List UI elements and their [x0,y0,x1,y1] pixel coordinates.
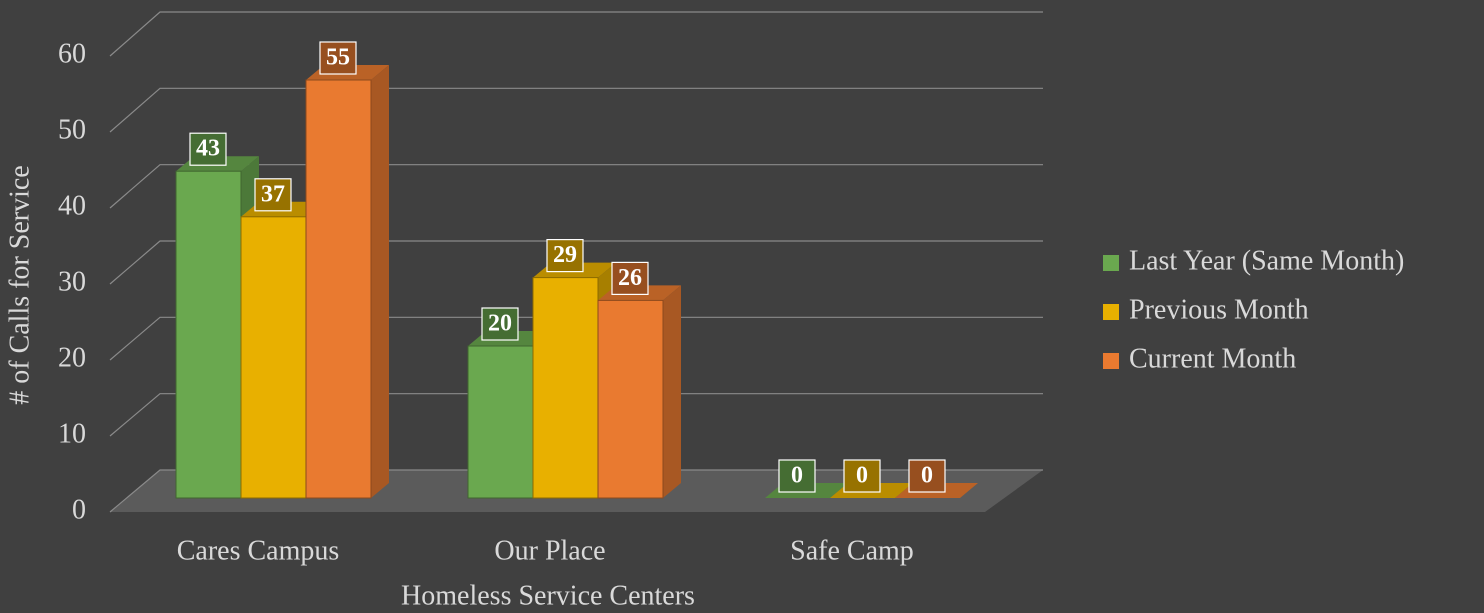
y-tick-label: 40 [58,190,86,221]
x-tick-label: Safe Camp [790,535,914,566]
grid-line [109,316,1043,361]
grid-line [109,164,1043,209]
y-tick-label: 50 [58,114,86,145]
grid-line [109,469,1043,513]
data-label-box [319,41,357,75]
legend-swatch [1103,353,1119,369]
x-axis-title: Homeless Service Centers [401,580,695,611]
data-label-box [843,459,881,493]
data-label: 55 [326,45,350,71]
legend-swatch [1103,255,1119,271]
bar [240,216,307,499]
data-label: 20 [488,311,512,337]
data-label-box [546,239,584,273]
y-tick-label: 60 [58,38,86,69]
data-label-box [254,178,292,212]
legend-label: Current Month [1129,343,1296,374]
grid-line [109,87,1043,133]
data-label: 0 [791,463,803,489]
bar [305,79,372,499]
data-label: 29 [553,242,577,268]
bar [532,277,599,499]
data-label: 43 [196,136,220,162]
data-label-box [611,261,649,295]
data-label: 0 [921,463,933,489]
bar [175,170,242,499]
y-axis-title: # of Calls for Service [4,165,35,405]
data-label: 0 [856,463,868,489]
data-label: 26 [618,265,642,291]
grid-line [109,240,1043,285]
bar-side [371,65,389,498]
bar [467,345,534,499]
y-tick-label: 20 [58,342,86,373]
data-label-box [778,459,816,493]
y-tick-label: 10 [58,418,86,449]
legend-label: Previous Month [1129,294,1309,325]
data-label-box [481,307,519,341]
data-label-box [908,459,946,493]
data-label-box [189,132,227,166]
x-tick-label: Cares Campus [177,535,340,566]
data-label: 37 [261,181,285,207]
bar-side [663,285,681,498]
bar [597,299,664,499]
legend-swatch [1103,304,1119,320]
x-tick-label: Our Place [494,535,605,566]
y-tick-label: 0 [72,494,86,525]
legend-label: Last Year (Same Month) [1129,245,1404,276]
y-tick-label: 30 [58,266,86,297]
grid-line [109,11,1043,57]
grid-line [109,393,1043,437]
